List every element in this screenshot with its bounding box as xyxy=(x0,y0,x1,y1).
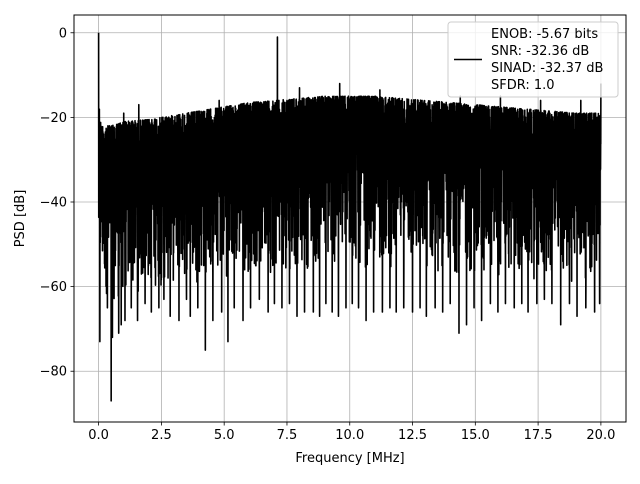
legend-entry-sfdr: SFDR: 1.0 xyxy=(491,78,555,93)
x-tick-label: 12.5 xyxy=(398,428,427,443)
psd-series-line xyxy=(97,32,602,402)
x-tick-label: 15.0 xyxy=(461,428,490,443)
x-tick-label: 0.0 xyxy=(88,428,109,443)
x-tick-label: 10.0 xyxy=(335,428,364,443)
y-tick-label: −60 xyxy=(40,280,67,295)
x-tick-label: 5.0 xyxy=(214,428,235,443)
x-tick-label: 17.5 xyxy=(524,428,553,443)
legend-box xyxy=(447,21,619,98)
axis-ticks: 0.0 2.5 5.0 7.5 10.0 12.5 15.0 17.5 20.0 0 −20 −40 −… xyxy=(40,26,616,443)
y-tick-label: −40 xyxy=(40,196,67,211)
y-tick-label: −80 xyxy=(40,365,67,380)
y-tick-label: −20 xyxy=(40,111,67,126)
x-tick-label: 2.5 xyxy=(151,428,172,443)
y-tick-label: 0 xyxy=(59,26,67,41)
x-axis-label: Frequency [MHz] xyxy=(295,451,404,466)
x-tick-label: 20.0 xyxy=(586,428,615,443)
legend-entry-sinad: SINAD: -32.37 dB xyxy=(491,61,603,76)
x-tick-label: 7.5 xyxy=(277,428,298,443)
y-axis-label: PSD [dB] xyxy=(13,190,28,248)
data-layer xyxy=(97,32,602,402)
legend: ENOB: -5.67 bits SNR: -32.36 dB SINAD: -… xyxy=(447,21,619,98)
legend-entry-enob: ENOB: -5.67 bits xyxy=(491,27,598,42)
legend-entry-snr: SNR: -32.36 dB xyxy=(491,44,589,59)
